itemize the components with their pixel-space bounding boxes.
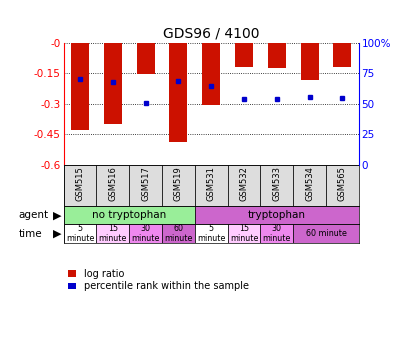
Bar xyxy=(194,165,227,206)
Legend: log ratio, percentile rank within the sample: log ratio, percentile rank within the sa… xyxy=(68,268,248,291)
Text: 5
minute: 5 minute xyxy=(196,224,225,243)
Bar xyxy=(325,165,358,206)
Text: 5
minute: 5 minute xyxy=(65,224,94,243)
Text: 15
minute: 15 minute xyxy=(229,224,258,243)
Text: 60
minute: 60 minute xyxy=(164,224,192,243)
Bar xyxy=(292,165,325,206)
Bar xyxy=(194,225,227,243)
Bar xyxy=(260,225,292,243)
Text: GSM516: GSM516 xyxy=(108,166,117,201)
Bar xyxy=(63,225,96,243)
Text: GSM517: GSM517 xyxy=(141,166,150,201)
Bar xyxy=(96,165,129,206)
Bar xyxy=(267,43,285,68)
Text: GSM532: GSM532 xyxy=(239,166,248,201)
Bar xyxy=(71,43,89,130)
Text: no tryptophan: no tryptophan xyxy=(92,210,166,220)
Text: tryptophan: tryptophan xyxy=(247,210,305,220)
Bar xyxy=(162,225,194,243)
Bar xyxy=(292,225,358,243)
Bar xyxy=(129,165,162,206)
Bar xyxy=(227,165,260,206)
Bar xyxy=(202,43,220,105)
Bar xyxy=(96,225,129,243)
Text: GSM533: GSM533 xyxy=(272,166,281,201)
Bar xyxy=(300,43,318,80)
Bar xyxy=(136,43,154,74)
Text: GSM534: GSM534 xyxy=(304,166,313,201)
Text: GSM531: GSM531 xyxy=(206,166,215,201)
Bar xyxy=(169,43,187,142)
Bar xyxy=(333,43,351,67)
Text: ▶: ▶ xyxy=(53,210,62,220)
Bar xyxy=(63,206,194,225)
Bar xyxy=(129,225,162,243)
Text: GSM519: GSM519 xyxy=(173,166,182,201)
Text: ▶: ▶ xyxy=(53,228,62,238)
Bar xyxy=(234,43,252,67)
Bar xyxy=(162,165,194,206)
Text: 60 minute: 60 minute xyxy=(305,229,346,238)
Bar xyxy=(194,206,358,225)
Bar xyxy=(63,165,96,206)
Bar xyxy=(260,165,292,206)
Bar xyxy=(227,225,260,243)
Text: 15
minute: 15 minute xyxy=(98,224,127,243)
Text: time: time xyxy=(18,228,42,238)
Text: GSM515: GSM515 xyxy=(75,166,84,201)
Text: agent: agent xyxy=(18,210,48,220)
Text: 30
minute: 30 minute xyxy=(262,224,290,243)
Text: 30
minute: 30 minute xyxy=(131,224,160,243)
Bar xyxy=(103,43,121,124)
Title: GDS96 / 4100: GDS96 / 4100 xyxy=(162,26,259,40)
Text: GSM565: GSM565 xyxy=(337,166,346,201)
